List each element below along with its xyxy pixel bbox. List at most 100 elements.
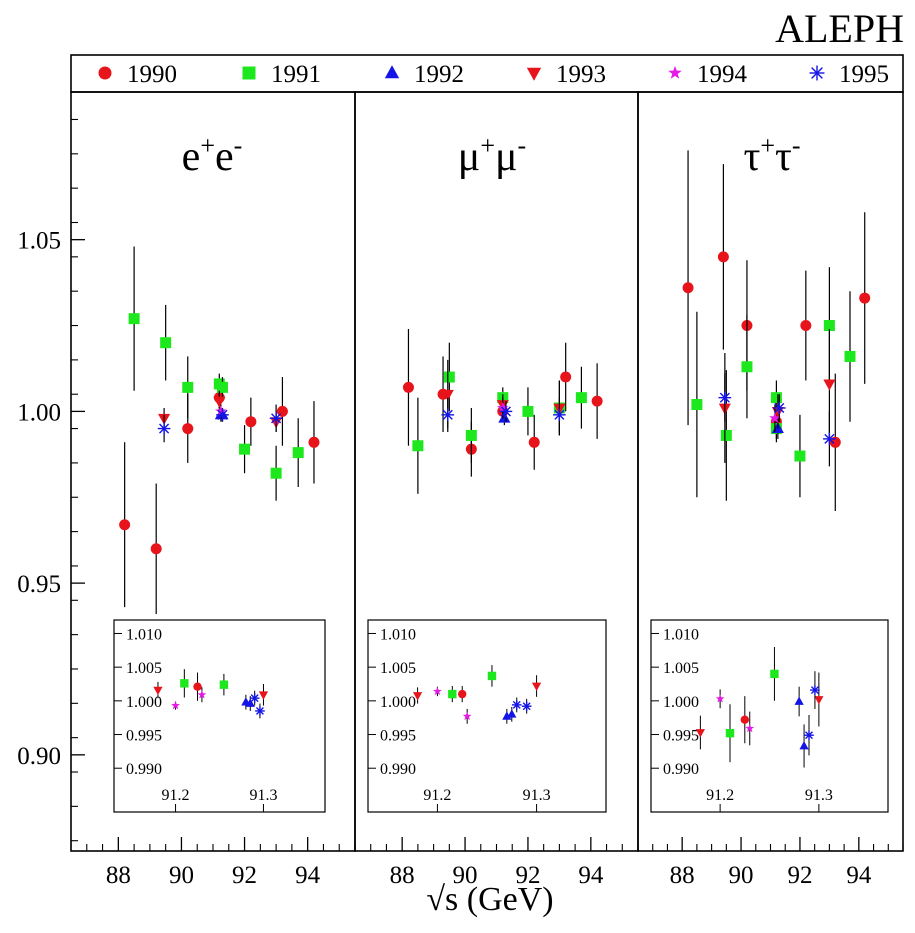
inset-point-1995: [810, 685, 820, 695]
inset-point-1991: [220, 680, 228, 688]
point-1990: [403, 382, 414, 393]
point-1991: [691, 399, 702, 410]
inset-y-tick-label: 0.990: [126, 761, 162, 778]
inset-frame: [114, 620, 325, 812]
inset-point-1991: [726, 729, 734, 737]
inset-frame: [368, 620, 606, 812]
legend-item-1992: 1992: [385, 61, 464, 88]
point-1995: [719, 391, 732, 404]
inset-x-tick-label: 91.3: [249, 787, 277, 804]
inset-point-1991: [488, 672, 496, 680]
legend: 1990 1991 1992 1993 1994 1995: [99, 61, 890, 88]
point-1990: [151, 543, 162, 554]
inset-x-tick-label: 91.2: [706, 787, 734, 804]
x-tick-label: 88: [106, 862, 131, 889]
point-1991: [271, 468, 282, 479]
panels: e+e- 88 90 92 94 0.90 0.95 1.00 1.05 0.990 0.995 1.…: [17, 92, 903, 889]
legend-item-1994: 1994: [668, 61, 747, 88]
point-1995: [216, 409, 229, 422]
point-1995: [270, 412, 283, 425]
inset-y-tick-label: 1.005: [663, 660, 699, 677]
point-1991: [576, 392, 587, 403]
inset-y-tick-label: 1.005: [380, 660, 416, 677]
point-1991: [293, 447, 304, 458]
legend-label-1993: 1993: [556, 61, 606, 88]
x-tick-label: 92: [232, 862, 257, 889]
inset-y-tick-label: 0.995: [663, 728, 699, 745]
point-1990: [182, 423, 193, 434]
point-1990: [245, 416, 256, 427]
point-1990: [560, 372, 571, 383]
x-tick-label: 88: [670, 862, 695, 889]
point-1990: [529, 437, 540, 448]
x-tick-label: 88: [390, 862, 415, 889]
panel-1: e+e-88 90 92 940.900.951.001.050.9900.9951.…: [17, 92, 355, 889]
experiment-label: ALEPH: [775, 6, 904, 51]
point-1991: [129, 313, 140, 324]
point-1990: [800, 320, 811, 331]
point-1990: [718, 251, 729, 262]
inset-point-1995: [512, 700, 522, 710]
point-1993: [213, 397, 225, 408]
point-1991: [845, 351, 856, 362]
point-1995: [773, 402, 786, 415]
inset-y-tick-label: 0.995: [126, 728, 162, 745]
panel-2: μ+μ- 88 90 92 94 0.990 0.995 1.000 1.005 1.010 91.…: [355, 92, 638, 889]
inset-point-1990: [458, 690, 466, 698]
point-1991: [522, 406, 533, 417]
legend-frame: [71, 55, 903, 92]
point-1991: [466, 430, 477, 441]
y-tick-label: 0.90: [17, 743, 61, 770]
point-1993: [823, 380, 835, 391]
inset-y-tick-label: 1.010: [663, 626, 699, 643]
legend-marker-1995: [810, 66, 825, 81]
inset-x-tick-label: 91.3: [523, 787, 551, 804]
inset-y-tick-label: 1.000: [380, 694, 416, 711]
point-1991: [741, 361, 752, 372]
point-1995: [500, 405, 513, 418]
point-1991: [217, 382, 228, 393]
legend-label-1994: 1994: [697, 61, 748, 88]
point-1995: [553, 409, 566, 422]
legend-marker-1991: [243, 67, 256, 80]
x-axis-label: √s (GeV): [426, 881, 553, 918]
inset-y-tick-label: 0.995: [380, 728, 416, 745]
y-tick-label: 0.95: [17, 571, 61, 598]
inset-frame: [651, 620, 888, 812]
legend-marker-1992: [385, 65, 399, 78]
process-title: e+e-: [182, 131, 243, 180]
inset-y-tick-label: 0.990: [663, 761, 699, 778]
legend-label-1991: 1991: [271, 61, 321, 88]
point-1990: [119, 519, 130, 530]
point-1990: [592, 396, 603, 407]
inset-point-1990: [741, 716, 749, 724]
inset-point-1990: [193, 682, 201, 690]
legend-label-1992: 1992: [414, 61, 464, 88]
legend-item-1995: 1995: [810, 61, 889, 88]
panel-3: τ+τ-88 90 92 940.9900.9951.0001.0051.01091.…: [638, 92, 903, 889]
point-1995: [823, 433, 836, 446]
inset-point-1995: [250, 693, 260, 703]
point-1991: [160, 337, 171, 348]
point-1991: [182, 382, 193, 393]
legend-item-1993: 1993: [527, 61, 606, 88]
point-1991: [239, 444, 250, 455]
point-1991: [794, 451, 805, 462]
x-tick-label: 94: [295, 862, 321, 889]
inset-y-tick-label: 1.010: [126, 626, 162, 643]
point-1990: [308, 437, 319, 448]
point-1990: [683, 282, 694, 293]
inset-x-tick-label: 91.3: [805, 787, 833, 804]
inset-point-1995: [255, 706, 265, 716]
inset-point-1991: [448, 690, 456, 698]
inset-3: 0.990 0.995 1.000 1.005 1.010 91.2 91.3: [651, 620, 888, 812]
point-1991: [721, 430, 732, 441]
inset-2: 0.990 0.995 1.000 1.005 1.010 91.2 91.3: [368, 620, 606, 812]
point-1995: [441, 409, 454, 422]
inset-y-tick-label: 1.000: [663, 694, 699, 711]
process-title: τ+τ-: [743, 131, 800, 180]
inset-point-1991: [180, 679, 188, 687]
point-1995: [158, 422, 171, 435]
legend-label-1995: 1995: [839, 61, 889, 88]
x-tick-label: 92: [787, 862, 812, 889]
